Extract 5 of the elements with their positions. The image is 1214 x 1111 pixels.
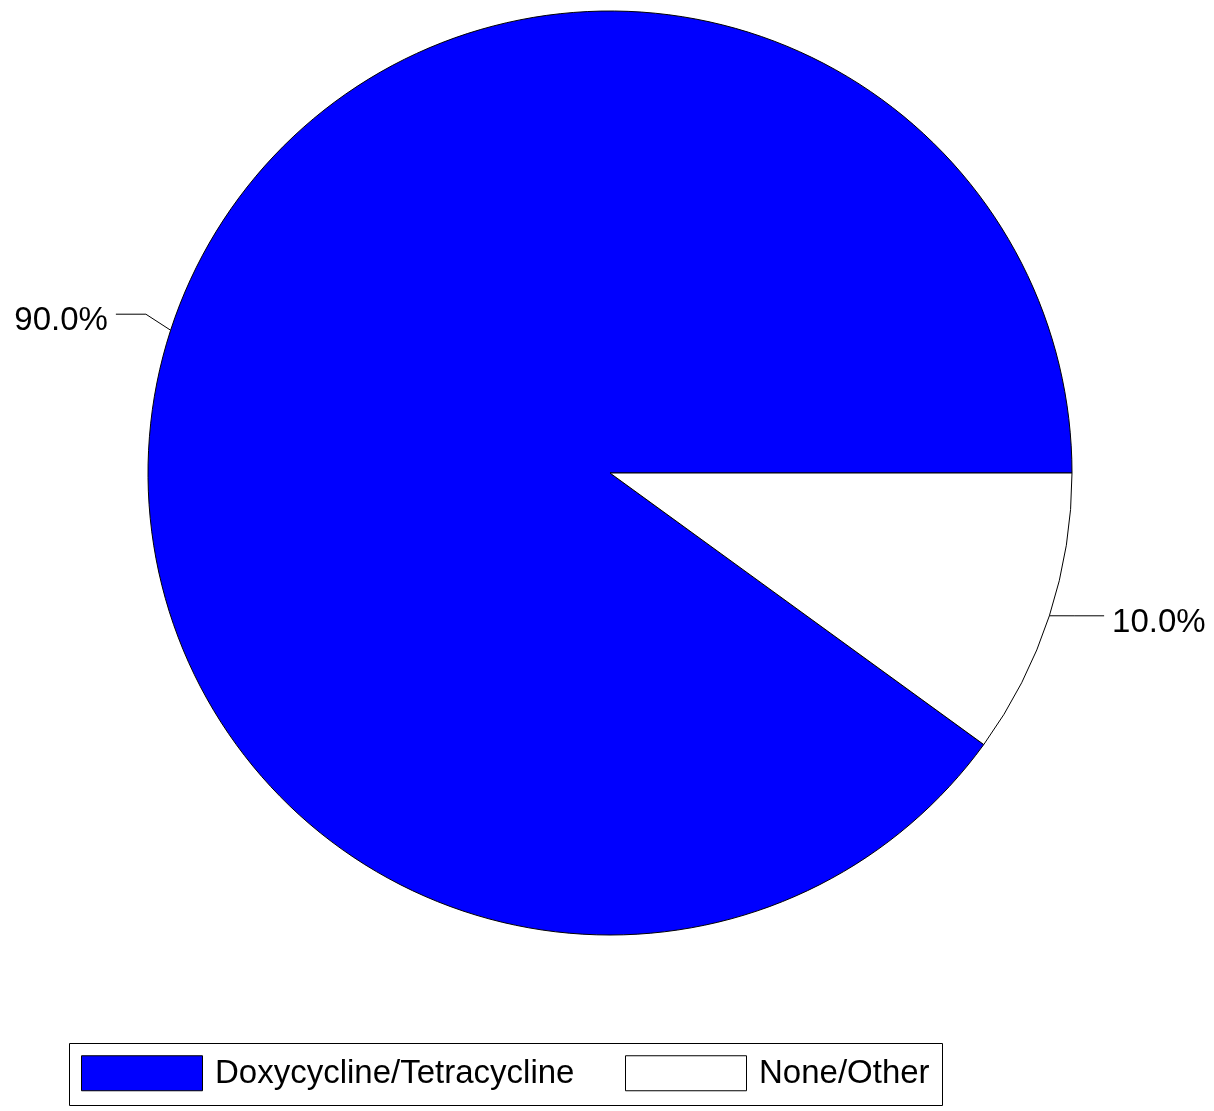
legend-label: None/Other <box>759 1053 930 1091</box>
data-label: 10.0% <box>1112 601 1206 639</box>
pie-slice <box>148 10 1073 936</box>
legend-label: Doxycycline/Tetracycline <box>215 1053 575 1091</box>
data-label: 90.0% <box>14 300 108 338</box>
